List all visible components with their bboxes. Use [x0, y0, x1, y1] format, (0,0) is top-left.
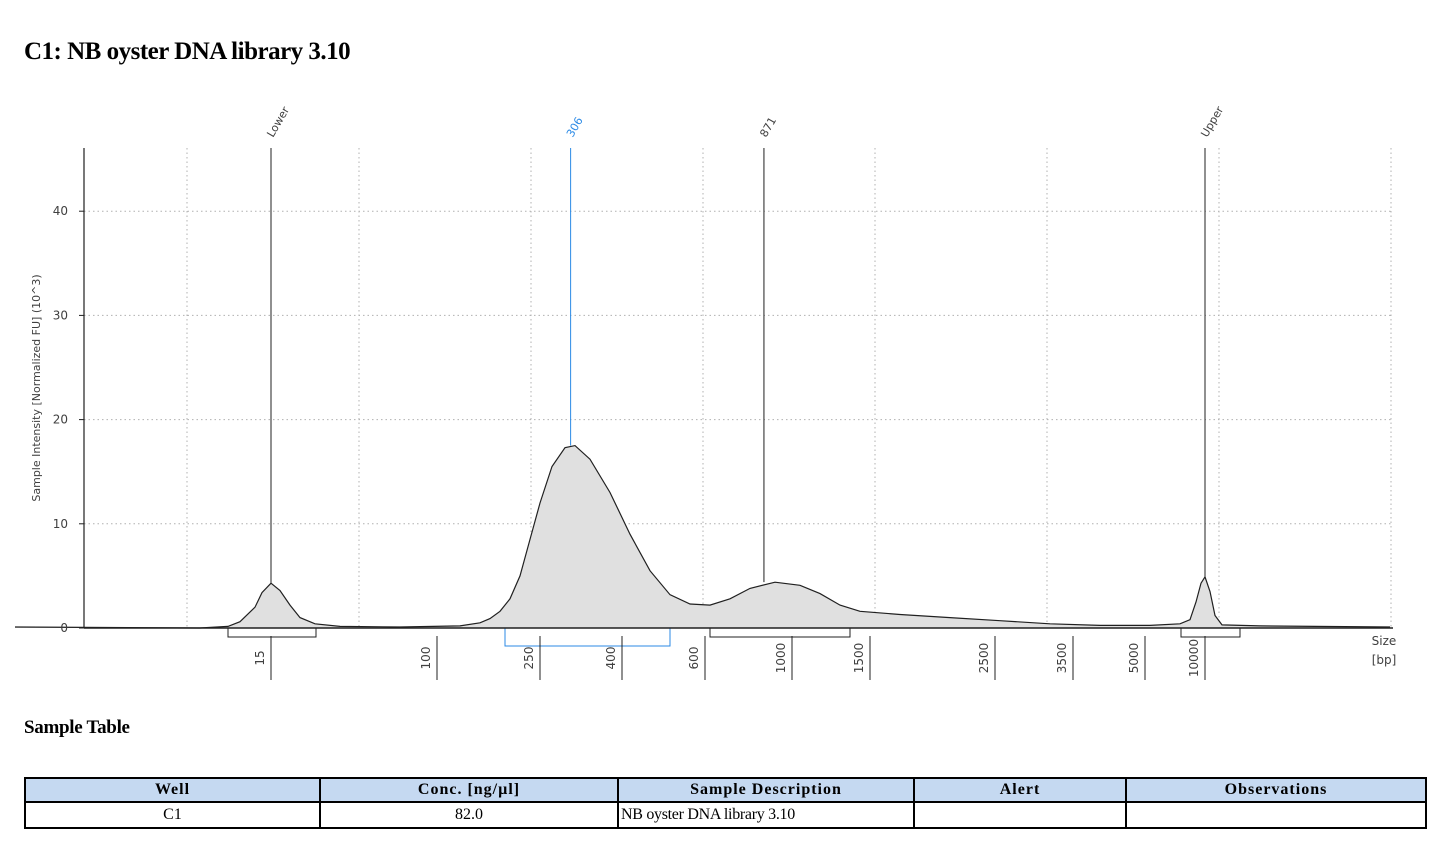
- x-tick-label: 100: [419, 647, 433, 670]
- column-header-alert: Alert: [913, 777, 1127, 803]
- peak-label: Lower: [264, 104, 292, 139]
- y-tick-label: 0: [60, 621, 68, 635]
- trace-line: [14, 444, 1391, 629]
- peak-bracket-871: [709, 628, 851, 638]
- cell-well: C1: [24, 801, 321, 829]
- peak-bracket-upper: [1180, 628, 1241, 638]
- cell-alert: [913, 801, 1127, 829]
- x-tick-label: 250: [522, 647, 536, 670]
- peak-lines: [270, 148, 1206, 584]
- x-tick-label: 10000: [1187, 639, 1201, 677]
- x-axis-label-line1: Size: [1372, 634, 1397, 648]
- y-axis-ticks: 0 10 20 30 40: [53, 204, 84, 635]
- x-tick-label: 2500: [977, 643, 991, 674]
- peak-bracket-lower: [227, 628, 317, 638]
- x-tick-label: 3500: [1055, 643, 1069, 674]
- x-axis-label-line2: [bp]: [1372, 653, 1397, 667]
- sample-table: Well Conc. [ng/µl] Sample Description Al…: [24, 777, 1427, 829]
- cell-description: NB oyster DNA library 3.10: [617, 801, 915, 829]
- y-tick-label: 40: [53, 204, 68, 218]
- cell-observations: [1125, 801, 1427, 829]
- peak-label: 871: [757, 115, 779, 140]
- peak-labels: Lower 306 871 Upper: [264, 104, 1226, 140]
- x-tick-label: 15: [253, 650, 267, 665]
- page-title: C1: NB oyster DNA library 3.10: [24, 38, 351, 65]
- peak-label: 306: [564, 115, 586, 140]
- x-tick-label: 1000: [774, 643, 788, 674]
- electropherogram-chart: 0 10 20 30 40 15 100 250 400 600 1000 1500 2500 3500…: [14, 104, 1397, 680]
- y-tick-label: 10: [53, 517, 68, 531]
- peak-label: Upper: [1198, 104, 1226, 140]
- column-header-conc: Conc. [ng/µl]: [319, 777, 619, 803]
- chart-grid: [84, 148, 1393, 628]
- y-axis-label: Sample Intensity [Normalized FU] (10^3): [30, 274, 43, 501]
- x-tick-label: 400: [604, 647, 618, 670]
- y-tick-label: 30: [53, 308, 68, 322]
- peak-brackets: [227, 628, 1241, 647]
- peak-bracket-306: [504, 628, 671, 647]
- table-header-row: Well Conc. [ng/µl] Sample Description Al…: [24, 777, 1427, 803]
- y-tick-label: 20: [53, 413, 68, 427]
- x-tick-label: 1500: [852, 643, 866, 674]
- column-header-description: Sample Description: [617, 777, 915, 803]
- x-axis-ticks: 15 100 250 400 600 1000 1500 2500 3500 5000 10000: [253, 636, 1206, 680]
- column-header-well: Well: [24, 777, 321, 803]
- x-tick-label: 5000: [1127, 643, 1141, 674]
- chart-axes: [83, 148, 1393, 629]
- column-header-observations: Observations: [1125, 777, 1427, 803]
- table-row: C1 82.0 NB oyster DNA library 3.10: [24, 801, 1427, 829]
- cell-conc: 82.0: [319, 801, 619, 829]
- sample-table-heading: Sample Table: [24, 717, 130, 738]
- x-tick-label: 600: [687, 647, 701, 670]
